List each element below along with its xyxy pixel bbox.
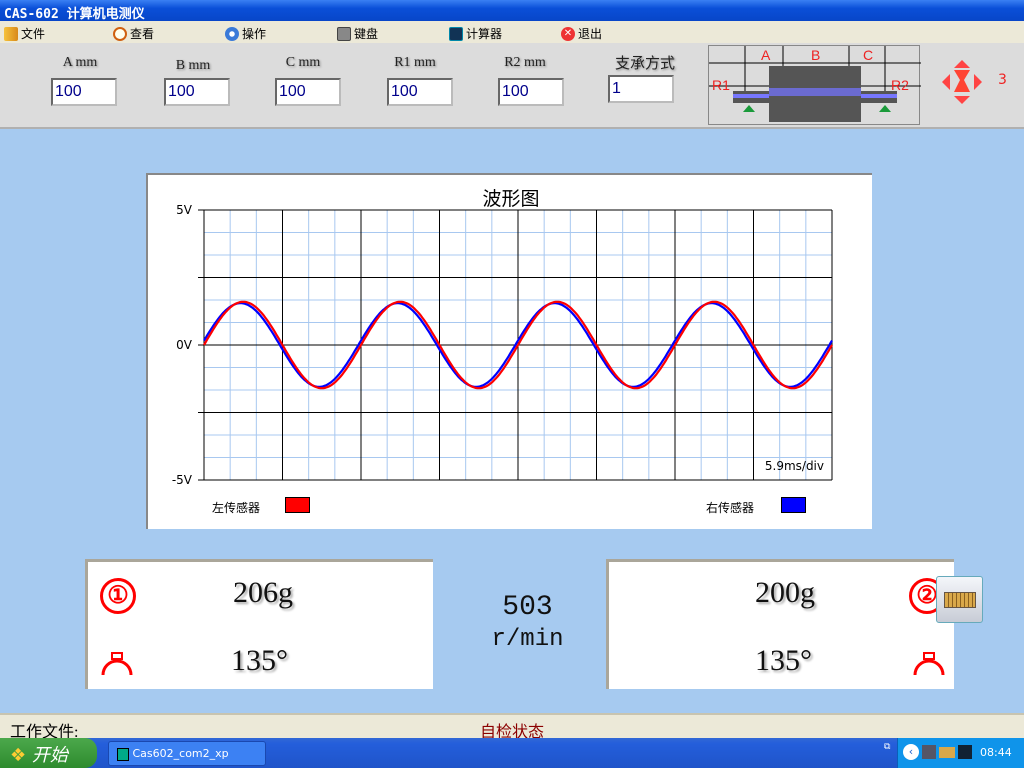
right-angle: 135° (755, 644, 812, 677)
desktop-restore-icon[interactable]: ⧉ (884, 742, 891, 752)
support-mode-label: 支承方式 (614, 56, 675, 72)
param-c-label: C mm (285, 55, 321, 70)
rotor-diagram-graphic: A B C R1 R2 (709, 46, 921, 122)
dim-r1-label: R1 (712, 77, 730, 93)
menu-exit[interactable]: ✕ 退出 (561, 25, 602, 42)
param-a-input[interactable] (51, 78, 117, 106)
taskbar-app-button[interactable]: Cas602_com2_xp (108, 741, 266, 766)
angle-icon (101, 652, 133, 676)
menu-view[interactable]: 查看 (113, 25, 154, 42)
param-c-input[interactable] (275, 78, 341, 106)
dim-c-label: C (863, 47, 873, 63)
tray-expand-icon[interactable]: ‹ (903, 744, 919, 760)
support-mode-input[interactable] (608, 75, 674, 103)
keyboard-icon (943, 591, 976, 608)
menu-keyboard[interactable]: 键盘 (337, 25, 378, 42)
menu-label: 操作 (242, 27, 267, 41)
right-plane-panel: 200g ② 135° (606, 559, 954, 689)
gear-icon (225, 26, 239, 41)
left-angle: 135° (231, 644, 288, 677)
work-file-label: 工作文件: (10, 724, 79, 741)
plane-1-badge: ① (100, 578, 136, 614)
left-weight: 206g (233, 576, 293, 609)
param-r2-label: R2 mm (504, 55, 546, 70)
keyboard-button[interactable] (936, 576, 983, 623)
menu-bar: 文件 查看 操作 键盘 计算器 ✕ 退出 (0, 21, 1024, 43)
angle-icon (913, 652, 945, 676)
y-tick-label: 0V (176, 338, 193, 352)
x-scale-label: 5.9ms/div (765, 459, 824, 473)
legend-left-label: 左传感器 (212, 501, 261, 515)
speed-value: 503 (502, 592, 553, 623)
param-r2-input[interactable] (498, 78, 564, 106)
direction-value: 3 (998, 72, 1007, 88)
left-plane-panel: ① 206g 135° (85, 559, 433, 689)
param-b-input[interactable] (164, 78, 230, 106)
speed-unit: r/min (491, 626, 564, 653)
app-icon (117, 747, 129, 761)
system-tray: ‹ 08:44 (897, 738, 1024, 768)
file-icon (4, 26, 18, 41)
start-label: 开始 (31, 745, 68, 766)
clock: 08:44 (980, 746, 1012, 759)
dim-b-label: B (811, 47, 820, 63)
menu-calculator[interactable]: 计算器 (449, 25, 502, 42)
windows-logo-icon: ❖ (10, 745, 27, 766)
y-tick-label: 5V (176, 203, 193, 217)
waveform-chart-panel: 波形图 5V 0V -5V 5.9ms/div 左传感器 右传感器 (146, 173, 872, 529)
status-state: 自检状态 (480, 724, 545, 741)
menu-label: 查看 (130, 27, 155, 41)
calculator-icon (449, 26, 463, 41)
right-weight: 200g (755, 576, 815, 609)
menu-label: 计算器 (466, 27, 503, 41)
status-bar: 工作文件: 自检状态 (0, 713, 1024, 741)
direction-control[interactable] (940, 58, 984, 106)
param-b-label: B mm (175, 58, 211, 73)
rotor-diagram: A B C R1 R2 (708, 45, 921, 125)
menu-label: 键盘 (354, 27, 379, 41)
magnifier-icon (113, 26, 127, 41)
keyboard-icon (337, 26, 351, 41)
menu-label: 退出 (578, 27, 603, 41)
taskbar: ❖ 开始 Cas602_com2_xp ‹ 08:44 ⧉ (0, 738, 1024, 768)
waveform-chart: 5V 0V -5V 5.9ms/div (172, 203, 833, 487)
param-r1-input[interactable] (387, 78, 453, 106)
dim-a-label: A (761, 47, 771, 63)
param-r1-label: R1 mm (394, 55, 436, 70)
keyboard-tray-icon[interactable] (939, 747, 955, 758)
y-tick-label: -5V (172, 473, 193, 487)
dim-r2-label: R2 (891, 77, 909, 93)
menu-operate[interactable]: 操作 (225, 25, 266, 42)
menu-file[interactable]: 文件 (4, 25, 45, 42)
chart-title: 波形图 (482, 188, 540, 210)
menu-label: 文件 (21, 27, 46, 41)
series-line-left (203, 300, 833, 390)
param-a-label: A mm (62, 55, 98, 70)
window-title: CAS-602 计算机电测仪 (4, 7, 145, 22)
legend-left-swatch (285, 497, 310, 513)
direction-arrows-icon (942, 60, 982, 104)
legend-right-swatch (781, 497, 806, 513)
taskbar-app-label: Cas602_com2_xp (132, 747, 229, 760)
exit-icon: ✕ (561, 26, 575, 41)
title-bar: CAS-602 计算机电测仪 (0, 0, 1024, 22)
network-icon[interactable] (922, 745, 936, 759)
start-button[interactable]: ❖ 开始 (0, 738, 97, 768)
monitor-icon[interactable] (958, 745, 972, 759)
legend-right-label: 右传感器 (706, 501, 755, 515)
